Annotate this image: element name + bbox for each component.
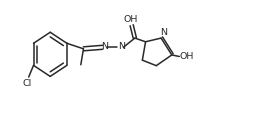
- Text: N: N: [101, 43, 108, 51]
- Text: N: N: [160, 28, 167, 37]
- Text: N: N: [118, 43, 125, 51]
- Text: OH: OH: [124, 15, 138, 24]
- Text: OH: OH: [180, 52, 194, 61]
- Text: Cl: Cl: [23, 79, 32, 88]
